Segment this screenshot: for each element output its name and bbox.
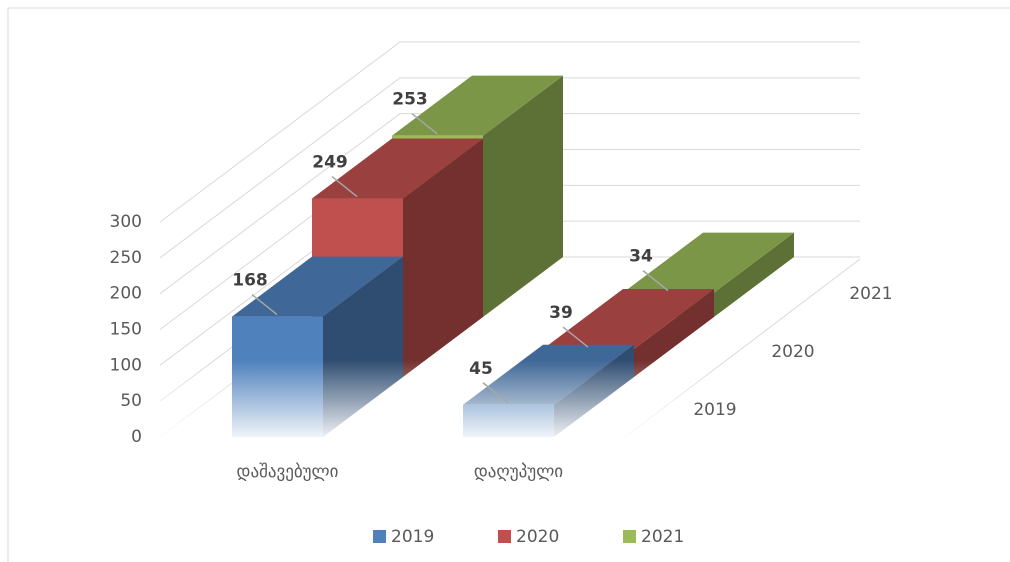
data-label: 249: [312, 153, 348, 173]
grid-line: [159, 77, 860, 259]
legend-swatch: [373, 530, 386, 543]
legend-label: 2020: [516, 527, 559, 547]
depth-label: 2019: [693, 400, 736, 420]
bar-top: [623, 232, 794, 293]
depth-label: 2020: [771, 342, 814, 362]
leader-line: [411, 113, 438, 135]
y-tick-label: 100: [110, 355, 142, 375]
legend-label: 2019: [391, 527, 434, 547]
bar-top: [392, 75, 563, 136]
y-tick-label: 250: [110, 248, 142, 268]
y-tick-label: 200: [110, 284, 142, 304]
grid-line: [159, 41, 860, 223]
data-label: 34: [629, 247, 653, 267]
data-label: 168: [232, 271, 268, 291]
leader-line: [642, 270, 669, 292]
leader-line: [331, 175, 358, 198]
depth-label: 2021: [849, 284, 892, 304]
legend-label: 2021: [641, 527, 684, 547]
bar-top: [232, 256, 403, 317]
bar-side: [403, 138, 483, 377]
bar-side: [714, 232, 794, 317]
grid-line: [159, 113, 860, 295]
leader-line: [562, 326, 589, 348]
data-label: 253: [392, 90, 428, 110]
fade: [160, 360, 860, 440]
y-tick-label: 0: [131, 427, 142, 447]
bar-top: [312, 138, 483, 199]
leader-line: [482, 382, 509, 404]
y-tick-label: 50: [120, 391, 142, 411]
x-tick-label: დაშავებული: [237, 462, 339, 482]
y-tick-label: 150: [110, 320, 142, 340]
bar-side: [634, 289, 714, 377]
legend-swatch: [498, 530, 511, 543]
bar-top: [543, 289, 714, 350]
legend-swatch: [623, 530, 636, 543]
leader-line: [251, 294, 278, 316]
x-tick-label: დაღუპული: [474, 462, 563, 482]
data-label: 39: [549, 303, 573, 323]
frame: [7, 7, 1010, 562]
bar-side: [483, 75, 563, 317]
data-label: 45: [469, 359, 493, 379]
y-tick-label: 300: [110, 212, 142, 232]
